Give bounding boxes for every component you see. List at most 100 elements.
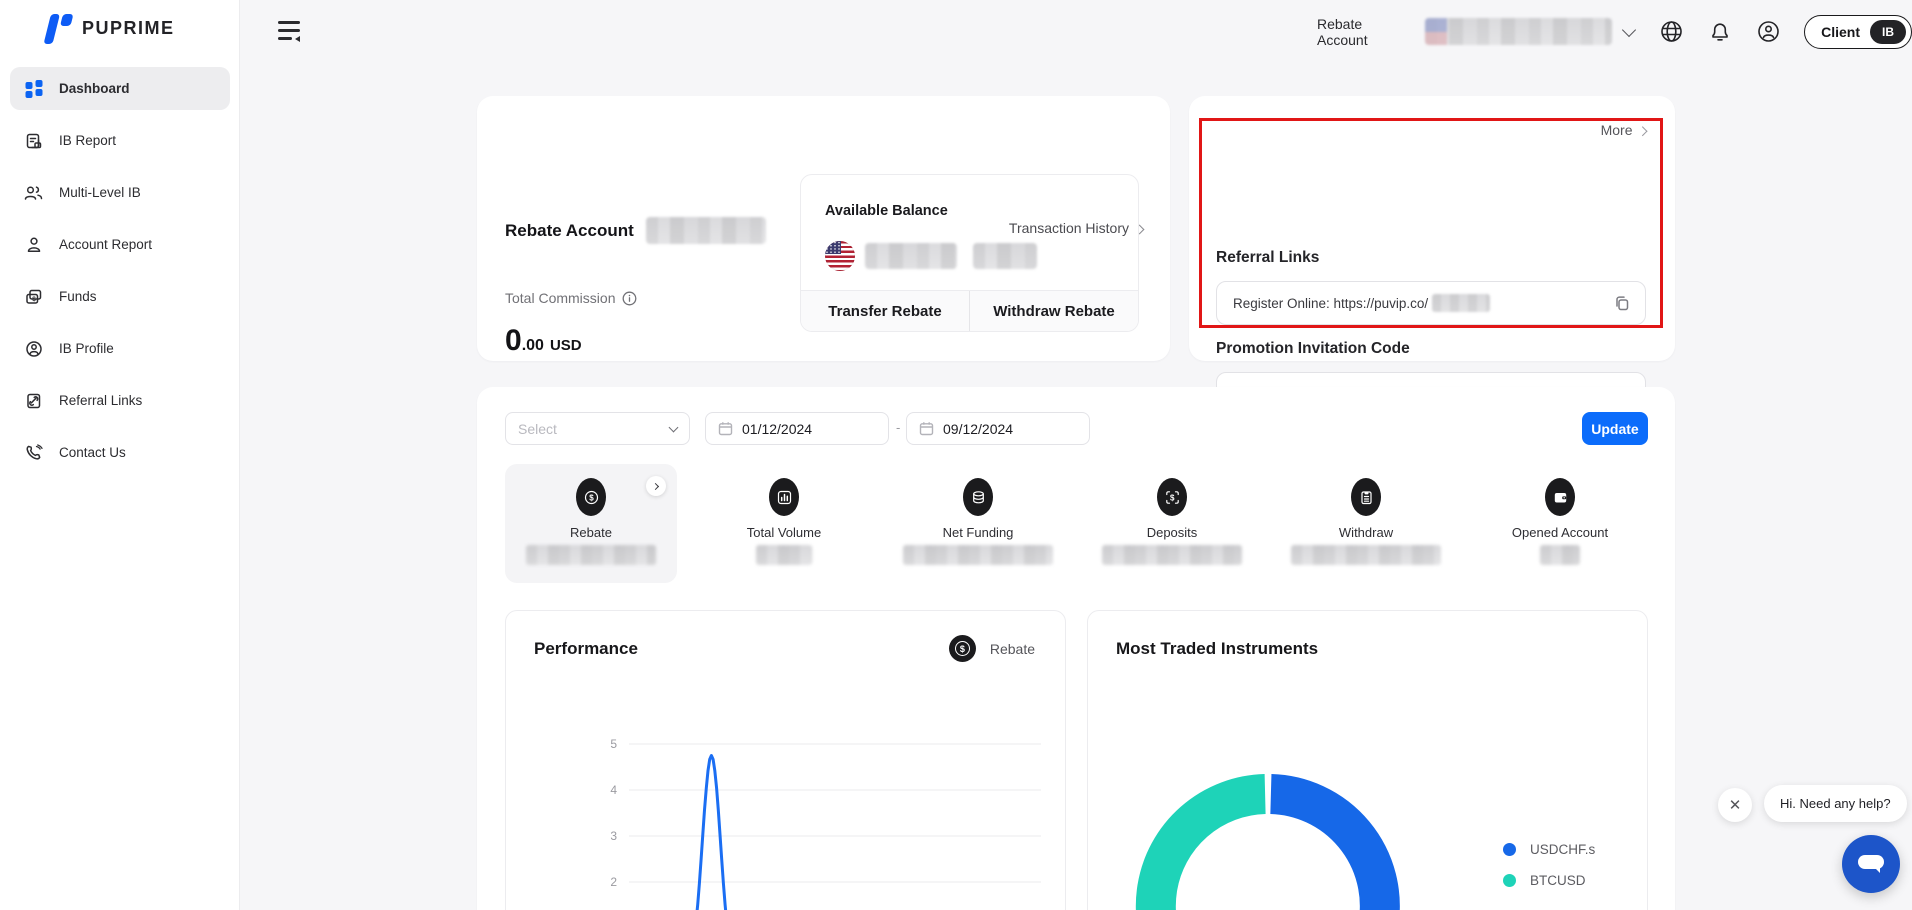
chat-launcher-button[interactable] bbox=[1842, 835, 1900, 893]
instruments-donut-chart bbox=[1135, 774, 1400, 910]
tile-value-redacted bbox=[1540, 545, 1580, 565]
account-number-redacted bbox=[1425, 18, 1613, 45]
rebate-coin-icon: $ bbox=[948, 635, 976, 662]
puprime-logo-icon bbox=[44, 14, 73, 44]
notifications-bell-icon[interactable] bbox=[1709, 20, 1731, 43]
tile-net-funding[interactable]: Net Funding bbox=[892, 464, 1064, 583]
chat-greeting-bubble[interactable]: Hi. Need any help? bbox=[1764, 785, 1907, 822]
tile-value-redacted bbox=[756, 545, 812, 565]
info-icon[interactable] bbox=[622, 291, 637, 306]
withdraw-rebate-button[interactable]: Withdraw Rebate bbox=[969, 291, 1138, 331]
usd-flag-icon bbox=[825, 241, 855, 271]
sidebar-item-ib-profile[interactable]: IB Profile bbox=[10, 327, 230, 370]
sidebar-item-account-report[interactable]: Account Report bbox=[10, 223, 230, 266]
tile-expand-chevron-icon[interactable] bbox=[646, 476, 666, 496]
svg-text:$: $ bbox=[589, 493, 594, 502]
tile-value-redacted bbox=[526, 545, 656, 565]
svg-text:$: $ bbox=[32, 296, 36, 303]
chat-bubble-icon bbox=[1858, 855, 1884, 873]
more-link[interactable]: More bbox=[1600, 122, 1647, 138]
referral-links-heading: Referral Links bbox=[1216, 249, 1320, 266]
chat-greeting-text: Hi. Need any help? bbox=[1780, 796, 1891, 811]
calendar-icon bbox=[718, 422, 733, 436]
tile-rebate[interactable]: $ Rebate bbox=[505, 464, 677, 583]
sidebar-item-dashboard[interactable]: Dashboard bbox=[10, 67, 230, 110]
most-traded-title: Most Traded Instruments bbox=[1116, 639, 1319, 658]
rebate-account-label: Rebate Account bbox=[1317, 15, 1368, 48]
svg-text:2: 2 bbox=[610, 875, 617, 889]
balance-amount-redacted bbox=[865, 243, 957, 269]
dashboard-icon bbox=[24, 79, 43, 98]
rebate-account-number-redacted bbox=[645, 217, 766, 244]
sidebar-item-label: IB Report bbox=[59, 133, 117, 148]
legend-label: USDCHF.s bbox=[1530, 842, 1596, 857]
deposit-icon: $ bbox=[1157, 478, 1187, 516]
transaction-history-link[interactable]: Transaction History bbox=[1008, 220, 1145, 236]
sidebar-item-label: IB Profile bbox=[59, 341, 114, 356]
sidebar-item-label: Contact Us bbox=[59, 445, 126, 460]
sidebar-item-multi-level-ib[interactable]: Multi-Level IB bbox=[10, 171, 230, 214]
sidebar-item-funds[interactable]: $ Funds bbox=[10, 275, 230, 318]
performance-card: Performance $ Rebate 5 4 3 2 bbox=[505, 610, 1066, 910]
tile-value-redacted bbox=[1102, 545, 1242, 565]
amount-decimal: .00 bbox=[521, 337, 544, 354]
register-online-field[interactable]: Register Online: https://puvip.co/ bbox=[1216, 281, 1646, 325]
promotion-code-heading: Promotion Invitation Code bbox=[1216, 340, 1410, 357]
legend-dot-icon bbox=[1503, 874, 1516, 887]
funds-icon: $ bbox=[24, 287, 43, 306]
date-to-value: 09/12/2024 bbox=[943, 420, 1014, 437]
ib-report-icon bbox=[24, 131, 43, 150]
most-traded-card: Most Traded Instruments USDCHF.s BTCUSD bbox=[1087, 610, 1648, 910]
total-commission-amount: 0.00 USD bbox=[505, 324, 582, 358]
update-button[interactable]: Update bbox=[1582, 412, 1648, 445]
sidebar-collapse-icon[interactable] bbox=[278, 21, 304, 42]
legend-dot-icon bbox=[1503, 843, 1516, 856]
referral-links-card: More Referral Links Register Online: htt… bbox=[1189, 96, 1675, 416]
available-balance-label: Available Balance bbox=[825, 203, 948, 219]
tile-opened-account[interactable]: Opened Account bbox=[1474, 464, 1646, 583]
more-label: More bbox=[1600, 122, 1633, 138]
register-online-text: Register Online: https://puvip.co/ bbox=[1233, 295, 1429, 311]
contact-us-icon bbox=[24, 443, 43, 462]
date-to-field[interactable]: 09/12/2024 bbox=[906, 412, 1090, 445]
wallet-icon bbox=[1545, 478, 1575, 516]
close-icon: ✕ bbox=[1728, 797, 1742, 814]
withdraw-note-icon bbox=[1351, 478, 1381, 516]
user-profile-icon[interactable] bbox=[1757, 20, 1780, 43]
performance-line-chart: 5 4 3 2 bbox=[610, 737, 1041, 910]
sidebar-item-ib-report[interactable]: IB Report bbox=[10, 119, 230, 162]
total-commission-label: Total Commission bbox=[505, 290, 616, 306]
sidebar-item-label: Referral Links bbox=[59, 393, 143, 408]
brand-logo: PUPRIME bbox=[40, 10, 175, 46]
transfer-rebate-button[interactable]: Transfer Rebate bbox=[828, 302, 942, 320]
account-chevron-down-icon[interactable] bbox=[1622, 22, 1637, 37]
filter-select[interactable]: Select bbox=[505, 412, 690, 445]
referral-code-redacted bbox=[1432, 294, 1491, 312]
topbar: Rebate Account Client IB bbox=[1317, 0, 1912, 63]
tile-deposits[interactable]: $ Deposits bbox=[1086, 464, 1258, 583]
select-placeholder: Select bbox=[518, 420, 557, 437]
date-from-value: 01/12/2024 bbox=[742, 420, 813, 437]
client-ib-toggle[interactable]: Client IB bbox=[1804, 14, 1912, 49]
sidebar-item-contact-us[interactable]: Contact Us bbox=[10, 431, 230, 474]
transaction-history-label: Transaction History bbox=[1008, 220, 1129, 236]
calendar-icon bbox=[919, 422, 934, 436]
legend-item-btcusd: BTCUSD bbox=[1503, 873, 1586, 888]
svg-text:5: 5 bbox=[610, 737, 617, 751]
performance-legend: $ Rebate bbox=[948, 635, 1035, 662]
tile-withdraw[interactable]: Withdraw bbox=[1280, 464, 1452, 583]
amount-integer: 0 bbox=[505, 324, 522, 357]
date-from-field[interactable]: 01/12/2024 bbox=[705, 412, 889, 445]
coins-stack-icon bbox=[963, 478, 993, 516]
copy-link-icon[interactable] bbox=[1613, 294, 1631, 312]
chat-dismiss-button[interactable]: ✕ bbox=[1718, 788, 1752, 822]
legend-label: BTCUSD bbox=[1530, 873, 1586, 888]
tile-total-volume[interactable]: Total Volume bbox=[698, 464, 870, 583]
svg-text:3: 3 bbox=[610, 829, 617, 843]
sidebar-item-referral-links[interactable]: Referral Links bbox=[10, 379, 230, 422]
sidebar-item-label: Account Report bbox=[59, 237, 153, 252]
rebate-card-title-row: Rebate Account bbox=[505, 217, 766, 244]
language-globe-icon[interactable] bbox=[1660, 20, 1683, 43]
dollar-coin-icon: $ bbox=[576, 478, 606, 516]
